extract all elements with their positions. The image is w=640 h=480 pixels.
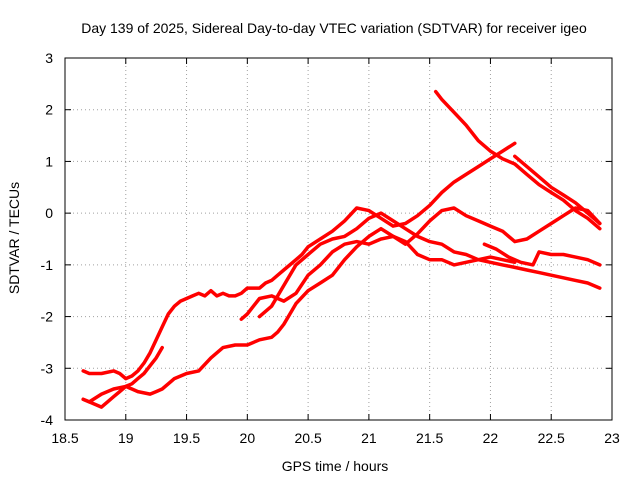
series-track-6: [433, 89, 602, 231]
x-axis-label: GPS time / hours: [282, 458, 389, 474]
series-track-2: [81, 206, 602, 404]
grid-lines: [65, 58, 612, 420]
y-tick-label: -2: [41, 309, 54, 325]
y-tick-label: 2: [45, 102, 53, 118]
y-tick-label: -3: [41, 360, 54, 376]
x-tick-label: 22: [483, 430, 499, 446]
series-track-3: [81, 345, 164, 409]
x-tick-label: 19.5: [173, 430, 200, 446]
x-tick-labels: 18.5 19 19.5 20 20.5 21 21.5 22 22.5 23: [51, 430, 620, 446]
y-tick-label: -4: [41, 412, 54, 428]
x-tick-label: 20: [240, 430, 256, 446]
x-tick-label: 18.5: [51, 430, 78, 446]
y-tick-label: 1: [45, 153, 53, 169]
y-tick-label: 3: [45, 50, 53, 66]
y-tick-label: -1: [41, 257, 54, 273]
x-tick-label: 20.5: [294, 430, 321, 446]
plot-frame: [64, 57, 613, 421]
x-tick-label: 19: [118, 430, 134, 446]
x-tick-label: 23: [604, 430, 620, 446]
series-track-7: [513, 154, 602, 226]
axis-ticks: [64, 57, 613, 421]
series-track-8: [482, 242, 602, 267]
series-track-1: [81, 141, 517, 381]
x-tick-label: 22.5: [538, 430, 565, 446]
chart-title: Day 139 of 2025, Sidereal Day-to-day VTE…: [81, 20, 587, 36]
y-tick-labels: -4 -3 -2 -1 0 1 2 3: [41, 50, 54, 428]
y-axis-label: SDTVAR / TECUs: [6, 182, 22, 294]
y-tick-label: 0: [45, 205, 53, 221]
series-track-5: [257, 211, 602, 319]
x-tick-label: 21: [361, 430, 377, 446]
x-tick-label: 21.5: [416, 430, 443, 446]
data-series: [81, 89, 602, 409]
series-track-4: [239, 234, 517, 321]
